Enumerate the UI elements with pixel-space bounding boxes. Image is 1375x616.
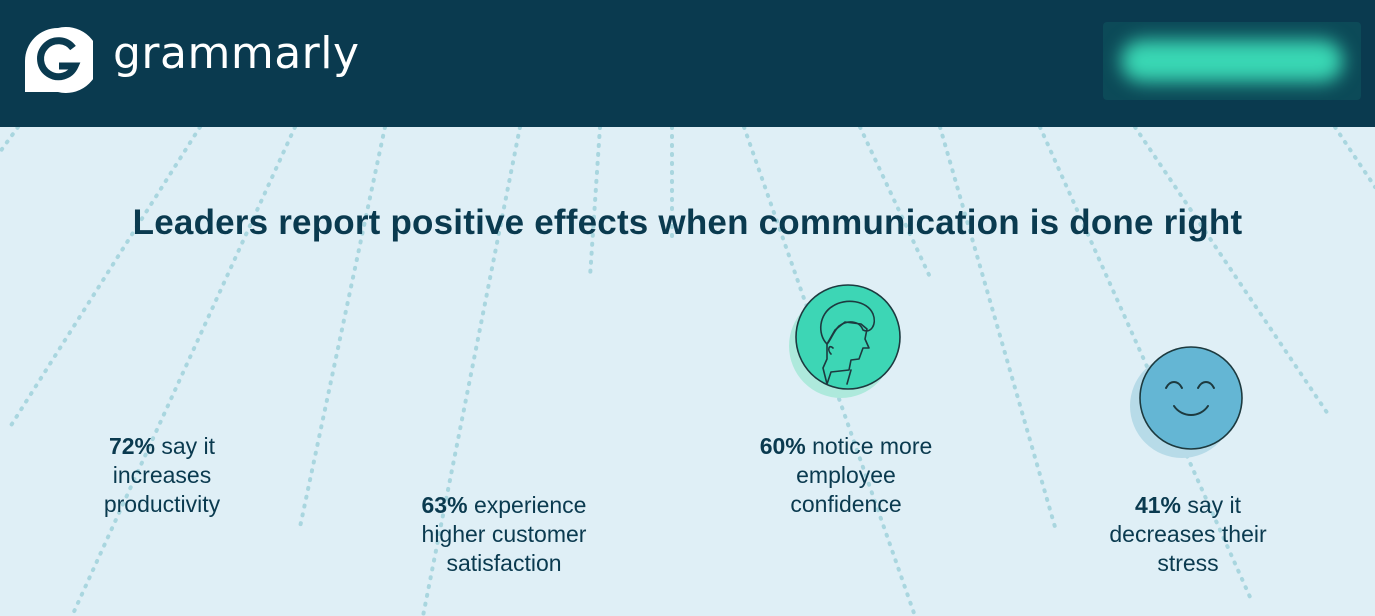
stat-text-line2: decreases their — [1109, 521, 1267, 547]
stat-customer-satisfaction: 63% experience higher customer satisfact… — [384, 491, 624, 578]
stat-text-line3: stress — [1157, 550, 1219, 576]
stat-employee-confidence: 60% notice more employee confidence — [716, 432, 976, 519]
stat-text-line2: increases — [112, 462, 212, 488]
stat-text-line2: employee — [796, 462, 896, 488]
stat-text-line2: higher customer — [421, 521, 587, 547]
brand-name[interactable]: grammarly — [113, 28, 360, 79]
header-cta-button[interactable] — [1103, 22, 1361, 100]
header: grammarly — [0, 0, 1375, 127]
dotted-background-lines — [0, 127, 1375, 616]
page-title: Leaders report positive effects when com… — [132, 203, 1243, 242]
stat-text-line3: satisfaction — [446, 550, 562, 576]
stat-percentage: 41% — [1134, 492, 1181, 518]
stat-productivity: 72% say it increases productivity — [62, 432, 262, 519]
stat-stress: 41% say it decreases their stress — [1068, 491, 1308, 578]
stat-text-line1: notice more — [805, 433, 933, 459]
stat-percentage: 63% — [421, 492, 468, 518]
person-icon — [789, 284, 901, 398]
button-glow — [1121, 40, 1343, 82]
cta-label — [1103, 22, 1361, 100]
stat-text-line1: experience — [467, 492, 587, 518]
stat-text-line3: confidence — [790, 491, 902, 517]
stat-text-line1: say it — [154, 433, 216, 459]
smiley-icon — [1130, 346, 1243, 458]
stat-text-line3: productivity — [103, 491, 221, 517]
grammarly-g-icon[interactable] — [23, 26, 93, 94]
stat-percentage: 60% — [759, 433, 806, 459]
stat-text-line1: say it — [1180, 492, 1242, 518]
stat-percentage: 72% — [108, 433, 155, 459]
